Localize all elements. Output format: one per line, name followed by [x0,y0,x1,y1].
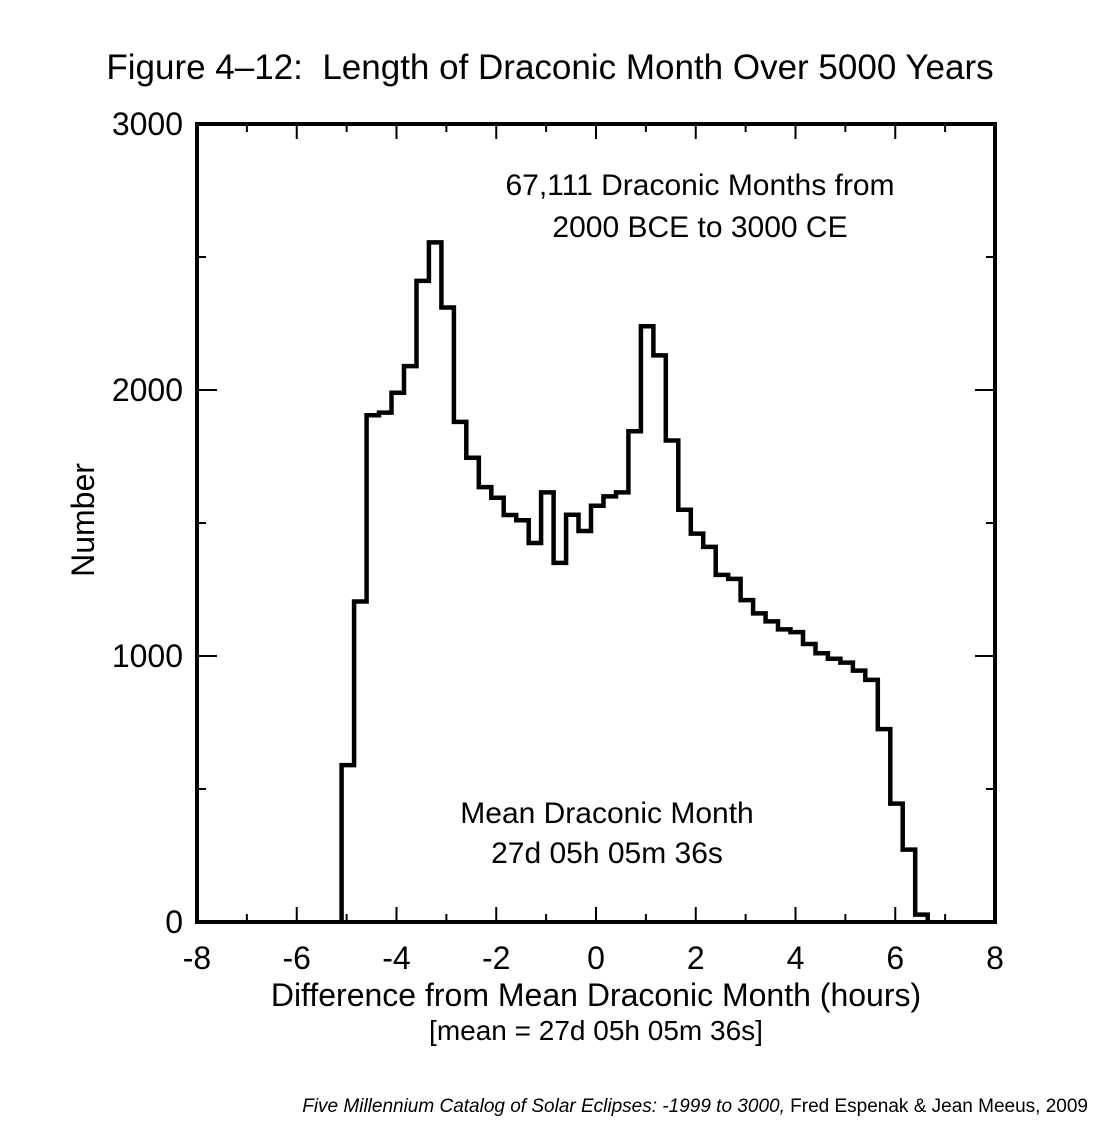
source-citation: Five Millennium Catalog of Solar Eclipse… [302,1095,1088,1119]
y-tick-label: 1000 [112,638,183,674]
y-tick-label: 0 [165,904,183,940]
annotation-mean-line1: Mean Draconic Month [460,797,754,830]
y-tick-label: 2000 [112,372,183,408]
x-tick-label: -4 [382,940,410,976]
axis-tick-labels: -8 -6 -4 -2 0 2 4 6 8 0 1000 2000 3000 [112,106,1004,976]
x-tick-label: 2 [687,940,705,976]
y-tick-label: 3000 [112,106,183,142]
annotation-mean-month: Mean Draconic Month 27d 05h 05m 36s [307,794,907,874]
annotation-total-months: 67,111 Draconic Months from 2000 BCE to … [400,165,1000,249]
x-tick-label: 4 [787,940,805,976]
histogram-outline [339,240,930,922]
source-title: Five Millennium Catalog of Solar Eclipse… [302,1096,785,1117]
axis-ticks [197,124,995,922]
y-axis-title: Number [65,463,101,577]
annotation-total-line2: 2000 BCE to 3000 CE [552,211,848,244]
x-axis-title: Difference from Mean Draconic Month (hou… [270,977,922,1013]
figure-title: Figure 4–12: Length of Draconic Month Ov… [106,48,994,87]
annotation-mean-line2: 27d 05h 05m 36s [491,837,723,870]
source-authors: Fred Espenak & Jean Meeus, 2009 [790,1096,1088,1117]
x-tick-label: -2 [482,940,510,976]
x-tick-label: 0 [587,940,605,976]
x-axis-subtitle: [mean = 27d 05h 05m 36s] [429,1015,763,1046]
x-tick-label: 6 [886,940,904,976]
x-tick-label: -8 [183,940,211,976]
x-tick-label: 8 [986,940,1004,976]
annotation-total-line1: 67,111 Draconic Months from [505,169,895,202]
plot-frame [195,122,997,924]
x-tick-label: -6 [283,940,311,976]
